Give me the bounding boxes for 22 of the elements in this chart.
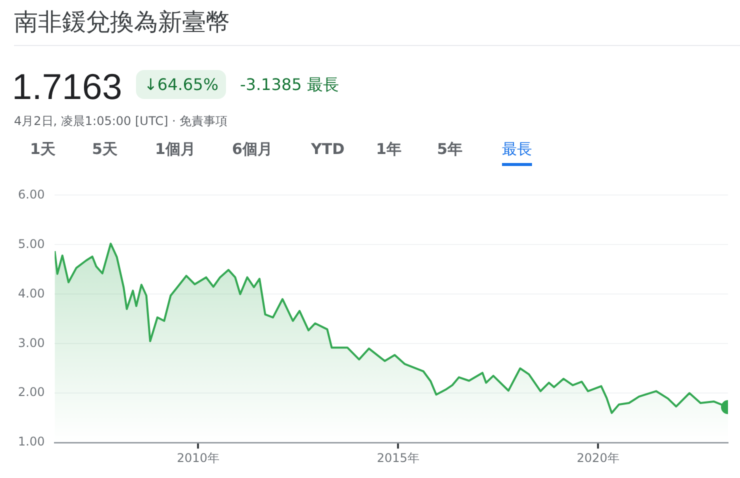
text: 最長 — [502, 140, 532, 166]
text: 4月2日, 凌晨1:05:00 [UTC] · 免責事項 — [14, 113, 228, 130]
y-tick-label: 5.00 — [18, 236, 45, 251]
text: 1.7163 — [12, 66, 122, 108]
y-tick-label: 3.00 — [18, 336, 45, 350]
y-tick-label: 1.00 — [18, 434, 45, 449]
x-tick-label: 2010年 — [176, 450, 220, 465]
text: 1個月 — [155, 140, 196, 159]
text: YTD — [311, 140, 345, 158]
x-tick-label: 2015年 — [376, 450, 420, 465]
text: 5年 — [437, 140, 462, 159]
text: 1天 — [30, 140, 56, 159]
y-tick-label: 4.00 — [18, 286, 45, 300]
text: -3.1385 最長 — [240, 75, 339, 96]
y-tick-label: 6.00 — [18, 187, 45, 202]
chart-title: 南非鍰兌換為新臺幣 — [14, 7, 230, 38]
text: ↓64.65% — [136, 70, 226, 99]
text: 5天 — [92, 140, 118, 159]
y-tick-label: 2.00 — [18, 385, 45, 400]
x-tick-label: 2020年 — [576, 450, 620, 465]
text: 6個月 — [232, 140, 272, 159]
text: 1年 — [376, 140, 402, 159]
